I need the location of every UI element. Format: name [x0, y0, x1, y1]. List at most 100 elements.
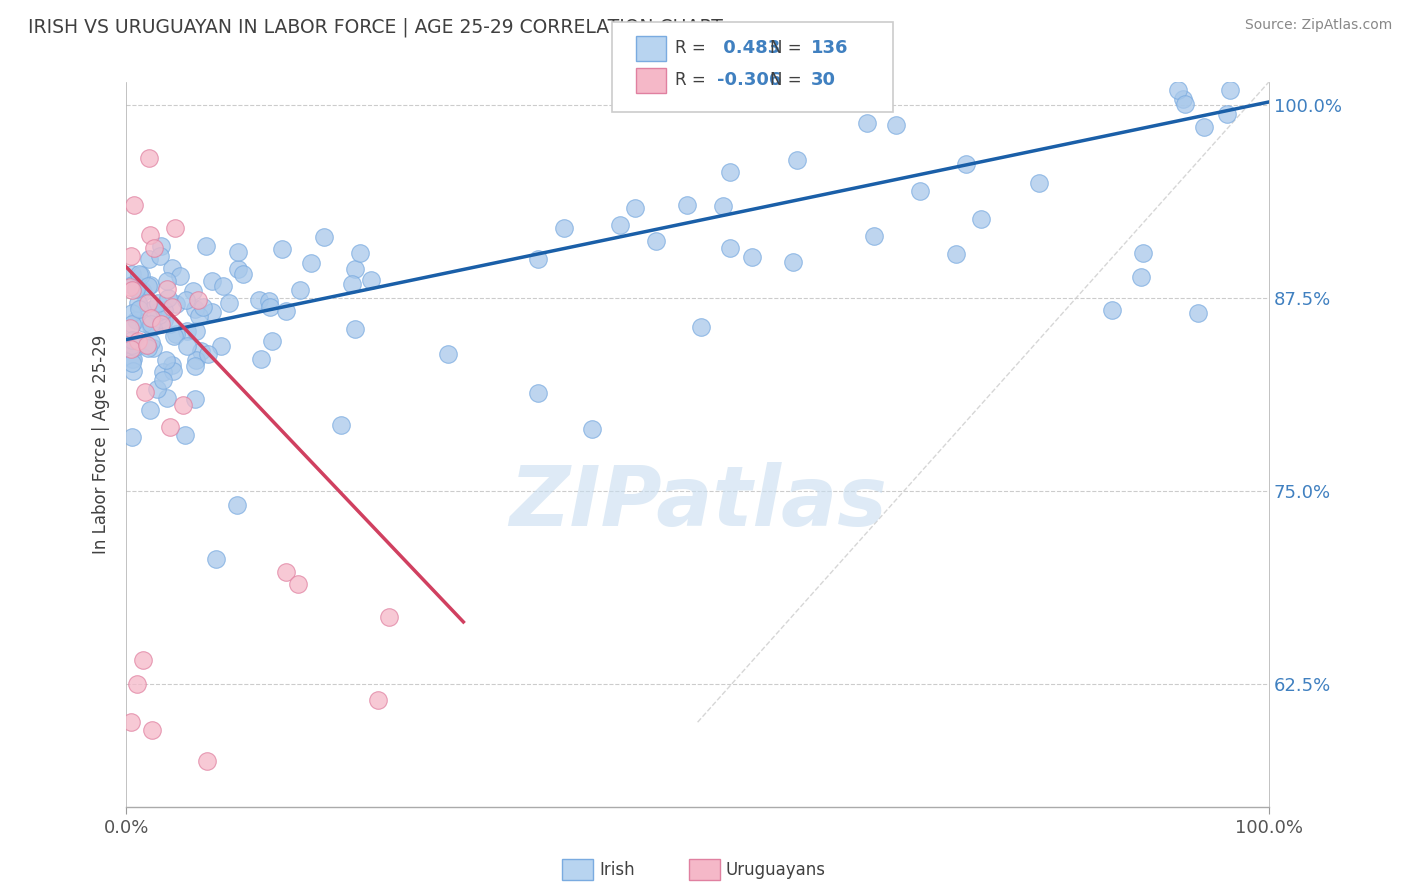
Point: [232, 267, 254, 281]
Point: [165, 297, 187, 311]
Point: [257, 293, 280, 308]
Point: [201, 305, 224, 319]
Point: [176, 324, 198, 338]
Point: [782, 255, 804, 269]
Point: [247, 293, 270, 307]
Point: [159, 419, 181, 434]
Point: [183, 392, 205, 406]
Point: [139, 403, 162, 417]
Point: [127, 334, 149, 348]
Point: [190, 344, 212, 359]
Point: [169, 269, 191, 284]
Point: [349, 245, 371, 260]
Point: [276, 565, 298, 579]
Point: [197, 347, 219, 361]
Point: [718, 240, 741, 254]
Point: [118, 280, 141, 294]
Point: [329, 417, 352, 432]
Point: [152, 374, 174, 388]
Point: [148, 308, 170, 322]
Text: N =: N =: [770, 71, 801, 89]
Point: [163, 221, 186, 235]
Point: [249, 352, 271, 367]
Point: [855, 115, 877, 129]
Point: [156, 282, 179, 296]
Point: [122, 198, 145, 212]
Point: [690, 320, 713, 334]
Point: [945, 247, 967, 261]
Text: 30: 30: [811, 71, 837, 89]
Point: [287, 577, 309, 591]
Point: [149, 317, 172, 331]
Text: -0.306: -0.306: [717, 71, 782, 89]
Point: [132, 338, 155, 352]
Point: [146, 304, 169, 318]
Point: [160, 359, 183, 373]
Point: [121, 351, 143, 366]
Point: [1174, 97, 1197, 112]
Point: [711, 199, 734, 213]
Text: R =: R =: [675, 71, 706, 89]
Point: [124, 340, 146, 354]
Point: [121, 430, 143, 444]
Point: [343, 321, 366, 335]
Point: [128, 267, 150, 281]
Point: [1192, 120, 1215, 135]
Point: [884, 118, 907, 132]
Point: [121, 352, 143, 367]
Point: [226, 262, 249, 277]
Point: [143, 241, 166, 255]
Point: [225, 499, 247, 513]
Text: 0.483: 0.483: [717, 39, 780, 57]
Point: [195, 754, 218, 768]
Point: [176, 339, 198, 353]
Point: [155, 353, 177, 368]
Point: [1101, 302, 1123, 317]
Point: [676, 198, 699, 212]
Point: [135, 337, 157, 351]
Point: [156, 392, 179, 406]
Point: [153, 303, 176, 318]
Point: [526, 385, 548, 400]
Point: [132, 653, 155, 667]
Y-axis label: In Labor Force | Age 25-29: In Labor Force | Age 25-29: [93, 334, 110, 554]
Point: [132, 316, 155, 330]
Point: [149, 249, 172, 263]
Point: [786, 153, 808, 168]
Point: [367, 693, 389, 707]
Point: [184, 359, 207, 374]
Point: [184, 353, 207, 368]
Point: [271, 242, 294, 256]
Point: [139, 334, 162, 349]
Text: N =: N =: [770, 39, 801, 57]
Point: [360, 273, 382, 287]
Point: [165, 327, 187, 342]
Point: [274, 303, 297, 318]
Point: [153, 313, 176, 327]
Point: [136, 278, 159, 293]
Point: [121, 337, 143, 351]
Point: [156, 291, 179, 305]
Point: [120, 321, 142, 335]
Point: [121, 306, 143, 320]
Point: [718, 165, 741, 179]
Point: [437, 347, 460, 361]
Point: [121, 318, 143, 332]
Point: [863, 229, 886, 244]
Point: [187, 293, 209, 308]
Point: [136, 341, 159, 355]
Point: [955, 157, 977, 171]
Point: [609, 218, 631, 232]
Point: [553, 220, 575, 235]
Point: [187, 309, 209, 323]
Text: 136: 136: [811, 39, 849, 57]
Point: [125, 282, 148, 296]
Point: [149, 239, 172, 253]
Point: [191, 301, 214, 315]
Point: [1132, 245, 1154, 260]
Point: [1129, 270, 1152, 285]
Point: [163, 328, 186, 343]
Point: [174, 428, 197, 442]
Point: [201, 274, 224, 288]
Point: [138, 252, 160, 266]
